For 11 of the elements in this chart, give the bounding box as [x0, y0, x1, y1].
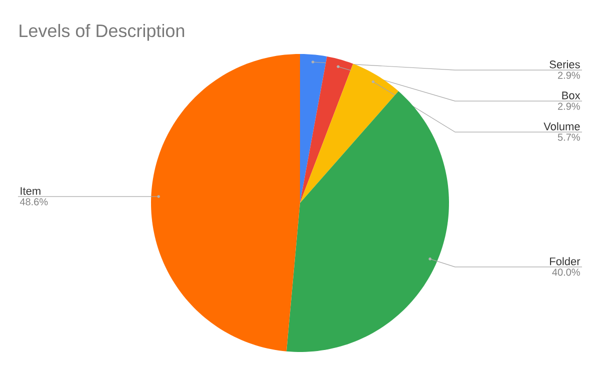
slice-label: Folder — [550, 257, 580, 266]
slice-label: Series — [550, 60, 580, 68]
data-label: 2.9% — [558, 102, 580, 110]
slice-label: Box — [562, 92, 580, 100]
slice-label: Volume — [544, 122, 580, 130]
chart-title: Levels of Description — [20, 24, 184, 41]
data-label: 5.7% — [558, 134, 580, 141]
data-label: 48.6% — [20, 198, 48, 206]
data-label: 40.0% — [552, 268, 580, 276]
slice-label: Item — [20, 187, 40, 195]
data-label: 2.9% — [558, 72, 580, 79]
